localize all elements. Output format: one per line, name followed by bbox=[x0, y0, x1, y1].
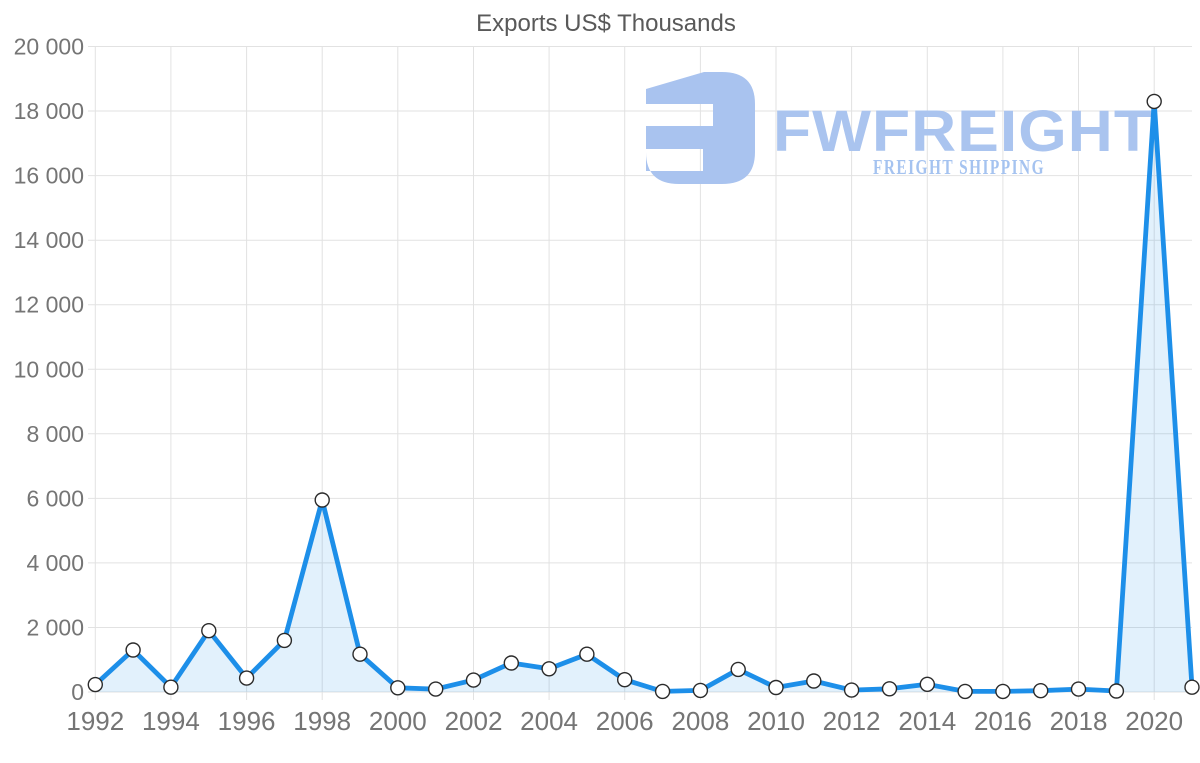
data-point-2004[interactable] bbox=[541, 661, 557, 677]
data-point-2013[interactable] bbox=[881, 681, 898, 697]
x-axis-label: 2008 bbox=[671, 706, 729, 736]
watermark-brand-text: FWFREIGHT bbox=[773, 99, 1153, 164]
data-point-2009[interactable] bbox=[730, 661, 746, 678]
y-axis-label: 6 000 bbox=[26, 485, 84, 511]
data-point-2017[interactable] bbox=[1032, 683, 1049, 699]
data-point-1998[interactable] bbox=[314, 492, 330, 508]
x-axis-label: 2000 bbox=[369, 706, 427, 736]
x-axis-label: 2006 bbox=[596, 706, 654, 736]
data-point-2015[interactable] bbox=[957, 683, 973, 700]
y-axis-label: 2 000 bbox=[26, 615, 84, 641]
data-point-1996[interactable] bbox=[238, 670, 255, 686]
x-axis-label: 1994 bbox=[142, 706, 200, 736]
data-point-2006[interactable] bbox=[617, 672, 633, 688]
x-axis-label: 2002 bbox=[445, 706, 503, 736]
data-point-2007[interactable] bbox=[654, 683, 671, 700]
y-axis-label: 10 000 bbox=[14, 356, 84, 382]
fwfreight-logo-icon bbox=[646, 72, 755, 184]
data-point-2003[interactable] bbox=[503, 655, 519, 671]
x-axis-label: 2020 bbox=[1125, 706, 1183, 736]
chart-title: Exports US$ Thousands bbox=[476, 10, 736, 37]
y-axis-label: 12 000 bbox=[14, 292, 84, 318]
data-point-2011[interactable] bbox=[806, 673, 822, 689]
x-axis-label: 2010 bbox=[747, 706, 805, 736]
data-point-2016[interactable] bbox=[995, 683, 1011, 700]
data-point-1999[interactable] bbox=[352, 646, 368, 662]
data-point-2010[interactable] bbox=[768, 679, 784, 696]
data-points bbox=[87, 93, 1200, 700]
data-point-2014[interactable] bbox=[919, 676, 935, 692]
x-axis-label: 2016 bbox=[974, 706, 1032, 736]
x-axis-label: 1992 bbox=[66, 706, 124, 736]
gridlines bbox=[88, 46, 1192, 700]
y-axis-label: 20 000 bbox=[14, 34, 84, 60]
y-axis-label: 8 000 bbox=[26, 421, 84, 447]
x-axis-label: 2012 bbox=[823, 706, 881, 736]
data-point-2001[interactable] bbox=[428, 681, 444, 697]
x-axis-labels: 1992 1994 1996 1998 2000 2002 2004 2006 2008 2010… bbox=[66, 706, 1183, 736]
data-point-1992[interactable] bbox=[87, 676, 104, 693]
data-point-1995[interactable] bbox=[201, 623, 217, 639]
y-axis-label: 0 bbox=[71, 679, 84, 705]
data-point-2002[interactable] bbox=[465, 672, 482, 688]
exports-trend-line bbox=[92, 99, 1195, 694]
data-point-2021[interactable] bbox=[1184, 679, 1200, 695]
y-axis-labels: 0 2 000 4 000 6 000 8 000 10 000 12 000 14 000 1… bbox=[14, 34, 84, 706]
watermark-tagline-text: FREIGHT SHIPPING bbox=[873, 155, 1045, 179]
x-axis-label: 2014 bbox=[898, 706, 956, 736]
data-point-1994[interactable] bbox=[163, 679, 179, 695]
data-point-2012[interactable] bbox=[843, 682, 860, 698]
y-axis-label: 14 000 bbox=[14, 227, 84, 253]
data-point-2005[interactable] bbox=[579, 646, 595, 662]
data-point-2020[interactable] bbox=[1146, 93, 1162, 110]
data-point-2019[interactable] bbox=[1108, 683, 1125, 699]
x-axis-label: 2018 bbox=[1050, 706, 1108, 736]
y-axis-label: 16 000 bbox=[14, 163, 84, 189]
area-fill bbox=[95, 101, 1192, 692]
data-point-2008[interactable] bbox=[692, 682, 709, 699]
x-axis-label: 1998 bbox=[293, 706, 351, 736]
x-axis-label: 1996 bbox=[218, 706, 276, 736]
y-axis-label: 4 000 bbox=[26, 550, 84, 576]
data-point-2000[interactable] bbox=[390, 680, 406, 696]
data-point-1997[interactable] bbox=[276, 632, 293, 649]
watermark: FWFREIGHT FREIGHT SHIPPING bbox=[646, 72, 1153, 184]
x-axis-label: 2004 bbox=[520, 706, 578, 736]
data-point-1993[interactable] bbox=[125, 642, 141, 658]
data-point-2018[interactable] bbox=[1070, 681, 1087, 697]
y-axis-label: 18 000 bbox=[14, 98, 84, 124]
